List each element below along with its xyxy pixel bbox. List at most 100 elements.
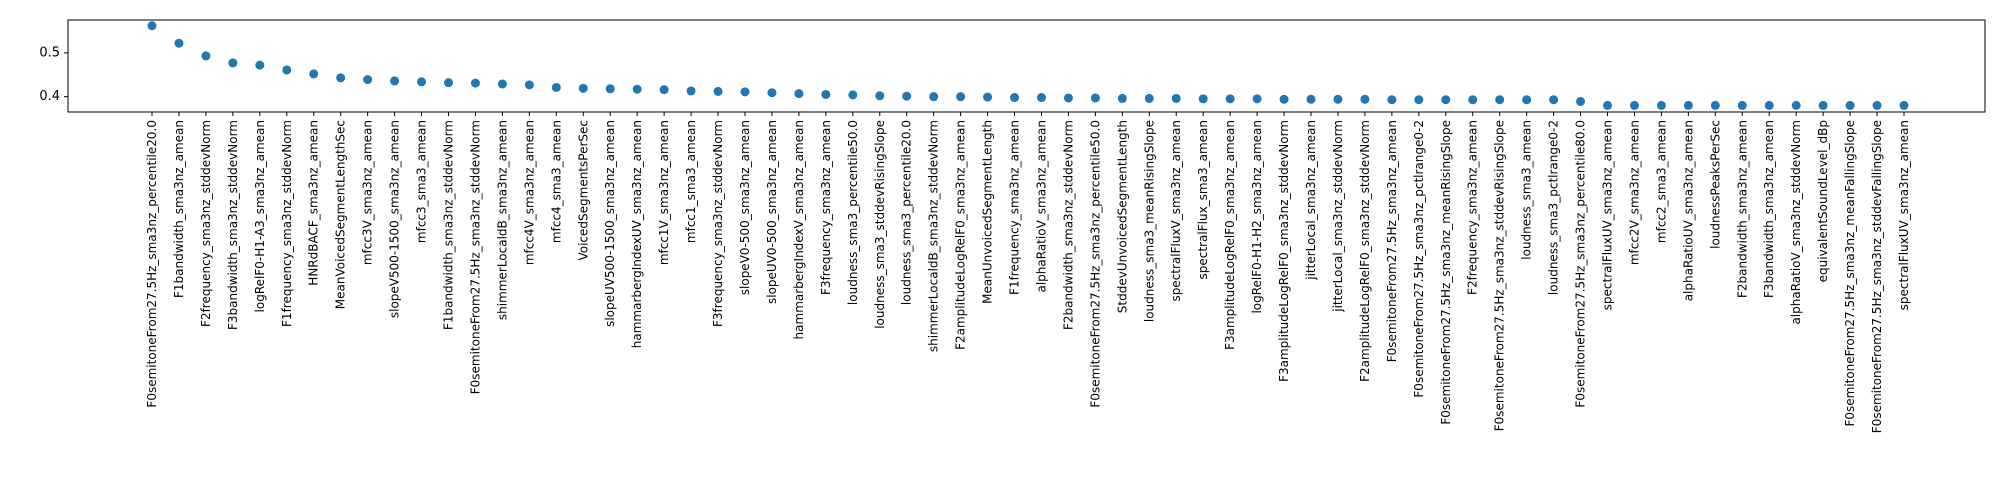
data-point — [794, 89, 804, 99]
x-tick-label: slopeV500-1500_sma3nz_amean — [388, 120, 402, 318]
x-tick-label: hammarbergIndexUV_sma3nz_amean — [630, 120, 644, 348]
data-point — [282, 65, 292, 75]
data-point — [201, 51, 211, 61]
x-tick-label: slopeV0-500_sma3nz_amean — [738, 120, 752, 295]
data-point — [1279, 94, 1289, 104]
y-tick-label: 0.5 — [39, 45, 60, 60]
x-tick-label: shimmerLocaldB_sma3nz_stddevNorm — [927, 120, 941, 352]
data-point — [1252, 94, 1262, 104]
data-point — [632, 84, 642, 94]
data-point — [147, 21, 157, 31]
x-tick-label: F0semitoneFrom27.5Hz_sma3nz_meanRisingSl… — [1439, 120, 1453, 425]
x-tick-label: F2frequency_sma3nz_amean — [1466, 120, 1480, 295]
x-tick-label: F3amplitudeLogRelF0_sma3nz_stddevNorm — [1277, 120, 1291, 382]
x-tick-label: F0semitoneFrom27.5Hz_sma3nz_stddevRising… — [1493, 120, 1507, 431]
x-tick-label: logRelF0-H1-H2_sma3nz_amean — [1250, 120, 1264, 314]
x-tick-label: alphaRatioUV_sma3nz_amean — [1681, 120, 1695, 301]
data-point — [1629, 100, 1639, 110]
x-tick-label: F3bandwidth_sma3nz_amean — [1762, 120, 1776, 298]
data-point — [470, 78, 480, 88]
x-tick-label: logRelF0-H1-A3_sma3nz_amean — [253, 120, 267, 312]
x-tick-label: F1frequency_sma3nz_amean — [1008, 120, 1022, 295]
data-point — [255, 60, 265, 70]
x-tick-label: hammarbergIndexV_sma3nz_amean — [792, 120, 806, 339]
data-point — [983, 92, 993, 102]
data-point — [1845, 100, 1855, 110]
x-tick-label: spectralFluxV_sma3nz_amean — [1169, 120, 1183, 302]
data-point — [1522, 95, 1532, 105]
x-tick-label: F0semitoneFrom27.5Hz_sma3nz_stddevNorm — [468, 120, 482, 394]
data-point — [848, 90, 858, 100]
y-tick-label: 0.4 — [39, 89, 60, 104]
x-tick-label: F0semitoneFrom27.5Hz_sma3nz_stddevFallin… — [1870, 120, 1884, 433]
data-point — [1360, 94, 1370, 104]
x-tick-label: F0semitoneFrom27.5Hz_sma3nz_amean — [1385, 120, 1399, 362]
data-point — [1144, 93, 1154, 103]
x-tick-label: loudness_sma3_amean — [1520, 120, 1534, 260]
data-point — [228, 58, 238, 68]
data-point — [578, 83, 588, 93]
x-tick-label: mfcc2V_sma3nz_amean — [1627, 120, 1641, 265]
plot-area — [67, 19, 1986, 113]
data-point — [659, 85, 669, 95]
x-tick-label: StddevUnvoicedSegmentLength — [1115, 120, 1129, 313]
x-tick-label: HNRdBACF_sma3nz_amean — [307, 120, 321, 286]
data-point — [821, 89, 831, 99]
x-tick-label: loudness_sma3_percentile50.0 — [846, 120, 860, 305]
x-tick-label: mfcc1V_sma3nz_amean — [657, 120, 671, 265]
data-point — [1818, 100, 1828, 110]
x-tick-label: F3amplitudeLogRelF0_sma3nz_amean — [1223, 120, 1237, 350]
data-point — [1171, 93, 1181, 103]
x-tick-label: mfcc2_sma3_amean — [1654, 120, 1668, 243]
data-point — [1090, 93, 1100, 103]
x-tick-label: slopeUV0-500_sma3nz_amean — [765, 120, 779, 304]
data-point — [1225, 94, 1235, 104]
data-point — [1063, 93, 1073, 103]
data-point — [1764, 100, 1774, 110]
data-point — [1549, 95, 1559, 105]
data-point — [1198, 94, 1208, 104]
data-point — [497, 79, 507, 89]
x-tick-label: jitterLocal_sma3nz_amean — [1304, 120, 1318, 281]
data-point — [1656, 100, 1666, 110]
data-point — [767, 88, 777, 98]
x-tick-label: F2amplitudeLogRelF0_sma3nz_stddevNorm — [1358, 120, 1372, 382]
data-point — [1117, 93, 1127, 103]
x-tick-label: loudness_sma3_percentile20.0 — [900, 120, 914, 305]
data-point — [1468, 95, 1478, 105]
data-point — [1791, 100, 1801, 110]
data-point — [363, 75, 373, 85]
x-tick-label: spectralFluxUV_sma3nz_amean — [1897, 120, 1911, 310]
x-tick-label: loudnessPeaksPerSec — [1708, 120, 1722, 249]
y-axis: 0.4 0.5 — [39, 45, 68, 104]
x-axis: F0semitoneFrom27.5Hz_sma3nz_percentile20… — [145, 112, 1911, 433]
x-tick-label: F0semitoneFrom27.5Hz_sma3nz_pctlrange0-2 — [1412, 120, 1426, 398]
data-point — [524, 80, 534, 90]
data-point — [336, 73, 346, 83]
data-point — [390, 76, 400, 86]
data-point — [1414, 95, 1424, 105]
x-tick-label: F0semitoneFrom27.5Hz_sma3nz_percentile80… — [1574, 120, 1588, 408]
data-point — [551, 82, 561, 92]
x-tick-label: F3frequency_sma3nz_stddevNorm — [711, 120, 725, 327]
x-tick-label: F1bandwidth_sma3nz_stddevNorm — [441, 120, 455, 330]
data-point — [1495, 95, 1505, 105]
x-tick-label: F2bandwidth_sma3nz_stddevNorm — [1061, 120, 1075, 330]
x-tick-label: F2bandwidth_sma3nz_amean — [1735, 120, 1749, 298]
x-tick-label: F1bandwidth_sma3nz_amean — [172, 120, 186, 298]
data-point — [1603, 100, 1613, 110]
data-point — [1872, 100, 1882, 110]
x-tick-label: mfcc1_sma3_amean — [684, 120, 698, 243]
data-point — [1576, 96, 1586, 106]
x-tick-label: VoicedSegmentsPerSec — [576, 120, 590, 261]
x-tick-label: spectralFluxUV_sma3nz_amean — [1601, 120, 1615, 310]
data-point — [902, 91, 912, 101]
data-point — [1306, 94, 1316, 104]
data-point — [1036, 93, 1046, 103]
x-tick-label: MeanUnvoicedSegmentLength — [981, 120, 995, 304]
data-point — [1333, 94, 1343, 104]
x-tick-label: F0semitoneFrom27.5Hz_sma3nz_percentile20… — [145, 120, 159, 408]
data-point — [443, 78, 453, 88]
data-point — [956, 92, 966, 102]
